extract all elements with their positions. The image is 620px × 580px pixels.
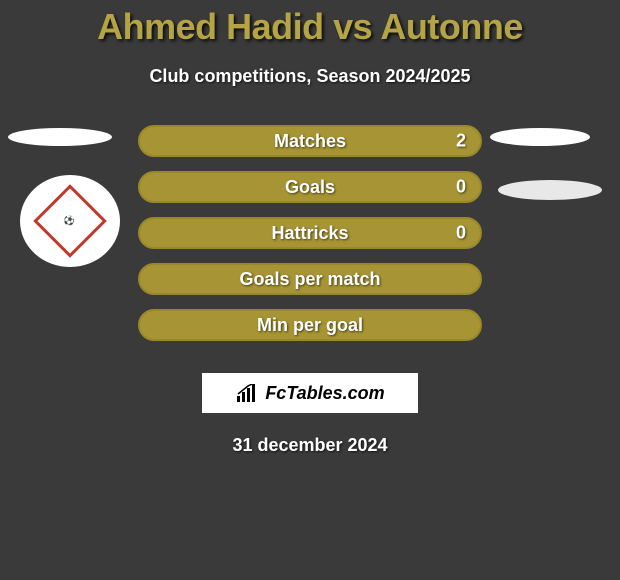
- stat-row-hattricks: Hattricks 0: [138, 217, 482, 249]
- stat-row-min-per-goal: Min per goal: [138, 309, 482, 341]
- stat-label: Goals per match: [239, 269, 380, 290]
- stats-area: Matches 2 Goals 0 Hattricks 0 Goals per …: [0, 125, 620, 365]
- page-title: Ahmed Hadid vs Autonne: [0, 0, 620, 48]
- stat-right-value: 0: [456, 177, 466, 198]
- stat-label: Min per goal: [257, 315, 363, 336]
- stat-row-matches: Matches 2: [138, 125, 482, 157]
- stat-right-value: 2: [456, 131, 466, 152]
- footer-date: 31 december 2024: [0, 435, 620, 456]
- stat-label: Hattricks: [271, 223, 348, 244]
- brand-text: FcTables.com: [265, 383, 384, 404]
- subtitle: Club competitions, Season 2024/2025: [0, 66, 620, 87]
- stat-row-goals: Goals 0: [138, 171, 482, 203]
- stat-label: Matches: [274, 131, 346, 152]
- brand-box[interactable]: FcTables.com: [202, 373, 418, 413]
- stat-label: Goals: [285, 177, 335, 198]
- chart-icon: [235, 384, 259, 402]
- stat-row-goals-per-match: Goals per match: [138, 263, 482, 295]
- stat-right-value: 0: [456, 223, 466, 244]
